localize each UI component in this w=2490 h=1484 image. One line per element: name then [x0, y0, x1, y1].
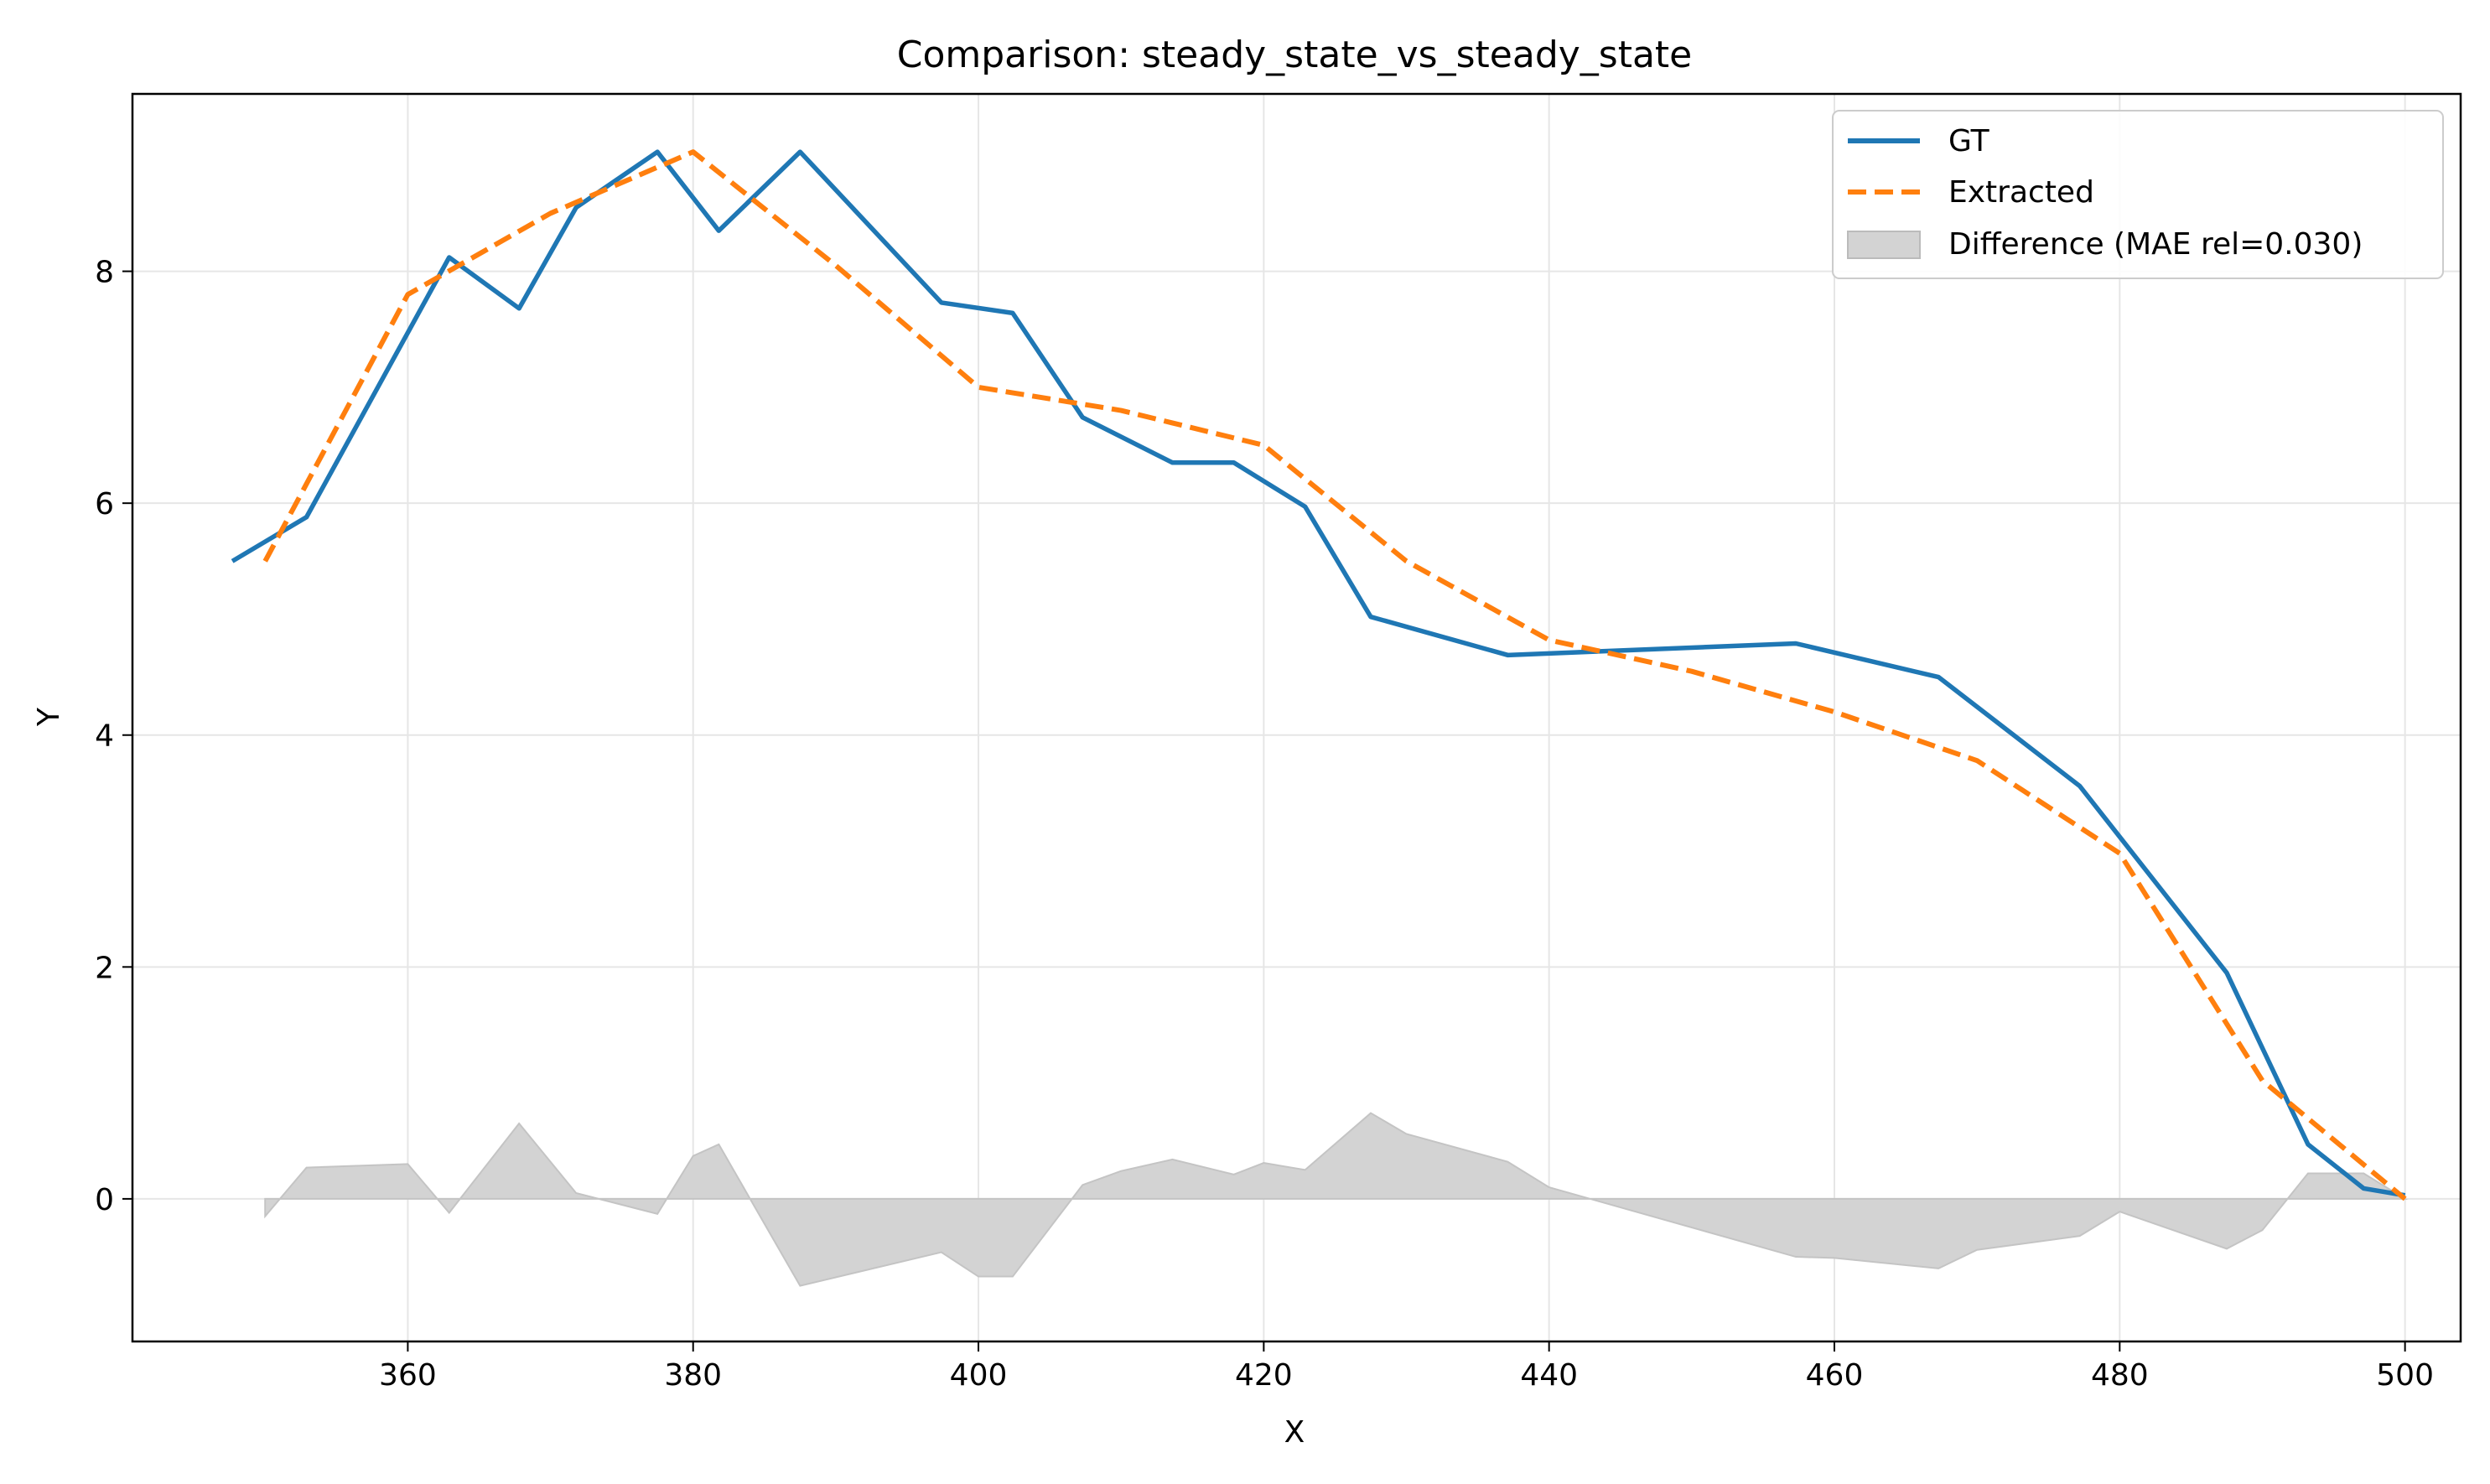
y-tick-label: 4: [95, 719, 114, 754]
difference-area: [264, 1112, 2409, 1287]
x-tick-label: 420: [1235, 1358, 1293, 1393]
y-axis-label: Y: [32, 707, 66, 727]
plot-frame: [131, 92, 2462, 1343]
legend-extracted-label: Extracted: [1948, 175, 2094, 210]
x-axis-label: X: [1284, 1415, 1305, 1450]
x-tick-label: 360: [379, 1358, 437, 1393]
y-tick-label: 8: [95, 256, 114, 290]
x-tick-label: 500: [2376, 1358, 2434, 1393]
series-lines-layer: [231, 149, 2407, 1201]
extracted-series-line: [262, 149, 2407, 1201]
x-tick-label: 440: [1520, 1358, 1578, 1393]
x-tick-label: 460: [1806, 1358, 1864, 1393]
legend: GT Extracted Difference (MAE rel=0.030): [1832, 110, 2444, 279]
difference-area-layer: [264, 1112, 2409, 1287]
x-tick-label: 480: [2091, 1358, 2149, 1393]
legend-gt-label: GT: [1948, 124, 1990, 158]
y-tick-label: 2: [95, 951, 114, 985]
x-tick-label: 400: [950, 1358, 1008, 1393]
legend-box: [1832, 110, 2444, 279]
chart-title: Comparison: steady_state_vs_steady_state: [897, 34, 1693, 76]
x-tick-label: 380: [664, 1358, 722, 1393]
y-tick-label: 6: [95, 487, 114, 521]
gt-series-line: [231, 149, 2406, 1198]
legend-difference-swatch: [1847, 231, 1921, 259]
legend-difference-label: Difference (MAE rel=0.030): [1948, 227, 2363, 262]
y-tick-label: 0: [95, 1183, 114, 1217]
axis-ticks: 360 380 400 420 440 460 480 500 0 2 4 6 8: [95, 256, 2434, 1393]
